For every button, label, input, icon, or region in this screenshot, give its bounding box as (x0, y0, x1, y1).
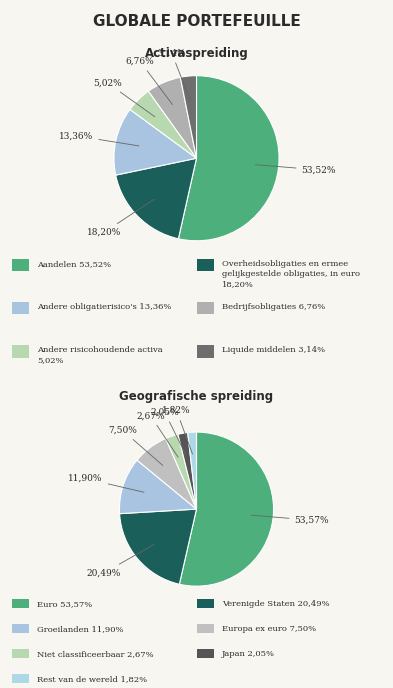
Wedge shape (180, 76, 196, 158)
Bar (12, 259, 29, 271)
Text: GLOBALE PORTEFEUILLE: GLOBALE PORTEFEUILLE (93, 14, 300, 29)
Text: Japan 2,05%: Japan 2,05% (222, 650, 275, 658)
Wedge shape (149, 77, 196, 158)
Bar (12, 302, 29, 314)
Bar (196, 259, 214, 271)
Text: 7,50%: 7,50% (108, 426, 163, 466)
Text: 20,49%: 20,49% (87, 544, 154, 577)
Wedge shape (116, 158, 196, 239)
Text: Andere obligatierisico's 13,36%: Andere obligatierisico's 13,36% (37, 303, 172, 311)
Text: Geografische spreiding: Geografische spreiding (119, 391, 274, 403)
Wedge shape (166, 434, 196, 509)
Text: 11,90%: 11,90% (68, 474, 144, 493)
Text: Groeilanden 11,90%: Groeilanden 11,90% (37, 625, 124, 633)
Text: Euro 53,57%: Euro 53,57% (37, 600, 93, 608)
Text: Europa ex euro 7,50%: Europa ex euro 7,50% (222, 625, 316, 633)
Wedge shape (178, 76, 279, 241)
Bar (196, 649, 214, 658)
Bar (12, 649, 29, 658)
Text: 2,05%: 2,05% (150, 407, 186, 455)
Wedge shape (119, 509, 196, 584)
Text: Activaspreiding: Activaspreiding (145, 47, 248, 60)
Bar (196, 302, 214, 314)
Bar (196, 345, 214, 358)
Text: 13,36%: 13,36% (59, 131, 139, 146)
Wedge shape (179, 432, 274, 586)
Bar (196, 599, 214, 608)
Text: 2,67%: 2,67% (136, 411, 178, 458)
Text: Verenigde Staten 20,49%: Verenigde Staten 20,49% (222, 600, 330, 608)
Text: Bedrijfsobligaties 6,76%: Bedrijfsobligaties 6,76% (222, 303, 325, 311)
Wedge shape (130, 91, 196, 158)
Bar (196, 624, 214, 633)
Bar (12, 674, 29, 683)
Text: 1,82%: 1,82% (162, 406, 193, 454)
Text: 6,76%: 6,76% (126, 57, 173, 105)
Bar (12, 624, 29, 633)
Wedge shape (119, 460, 196, 514)
Wedge shape (114, 109, 196, 175)
Text: Aandelen 53,52%: Aandelen 53,52% (37, 260, 112, 268)
Text: 53,57%: 53,57% (252, 515, 329, 525)
Text: 18,20%: 18,20% (87, 199, 154, 237)
Text: Andere risicohoudende activa
5,02%: Andere risicohoudende activa 5,02% (37, 346, 163, 364)
Text: 5,02%: 5,02% (94, 78, 155, 117)
Text: Niet classificeerbaar 2,67%: Niet classificeerbaar 2,67% (37, 650, 154, 658)
Wedge shape (137, 438, 196, 509)
Wedge shape (188, 432, 196, 509)
Bar (12, 345, 29, 358)
Text: Rest van de wereld 1,82%: Rest van de wereld 1,82% (37, 675, 147, 683)
Text: 53,52%: 53,52% (255, 164, 336, 174)
Text: Overheidsobligaties en ermee
gelijkgestelde obligaties, in euro
18,20%: Overheidsobligaties en ermee gelijkgeste… (222, 260, 360, 288)
Bar (12, 599, 29, 608)
Wedge shape (178, 433, 196, 509)
Text: Liquide middelen 3,14%: Liquide middelen 3,14% (222, 346, 325, 354)
Text: 3,14%: 3,14% (158, 49, 190, 100)
